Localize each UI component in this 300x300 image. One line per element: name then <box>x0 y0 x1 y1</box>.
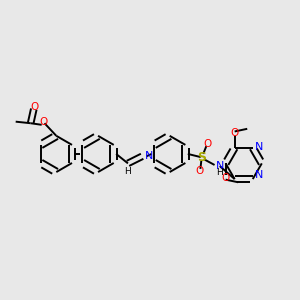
Text: O: O <box>230 128 239 138</box>
Text: H: H <box>124 167 131 176</box>
Text: O: O <box>31 102 39 112</box>
Text: O: O <box>196 167 204 176</box>
Text: N: N <box>216 161 225 171</box>
Text: O: O <box>221 173 230 183</box>
Text: N: N <box>255 170 263 180</box>
Text: O: O <box>203 139 212 149</box>
Text: H: H <box>216 167 223 176</box>
Text: S: S <box>197 151 206 164</box>
Text: O: O <box>40 117 48 127</box>
Text: N: N <box>145 151 153 161</box>
Text: N: N <box>255 142 263 152</box>
